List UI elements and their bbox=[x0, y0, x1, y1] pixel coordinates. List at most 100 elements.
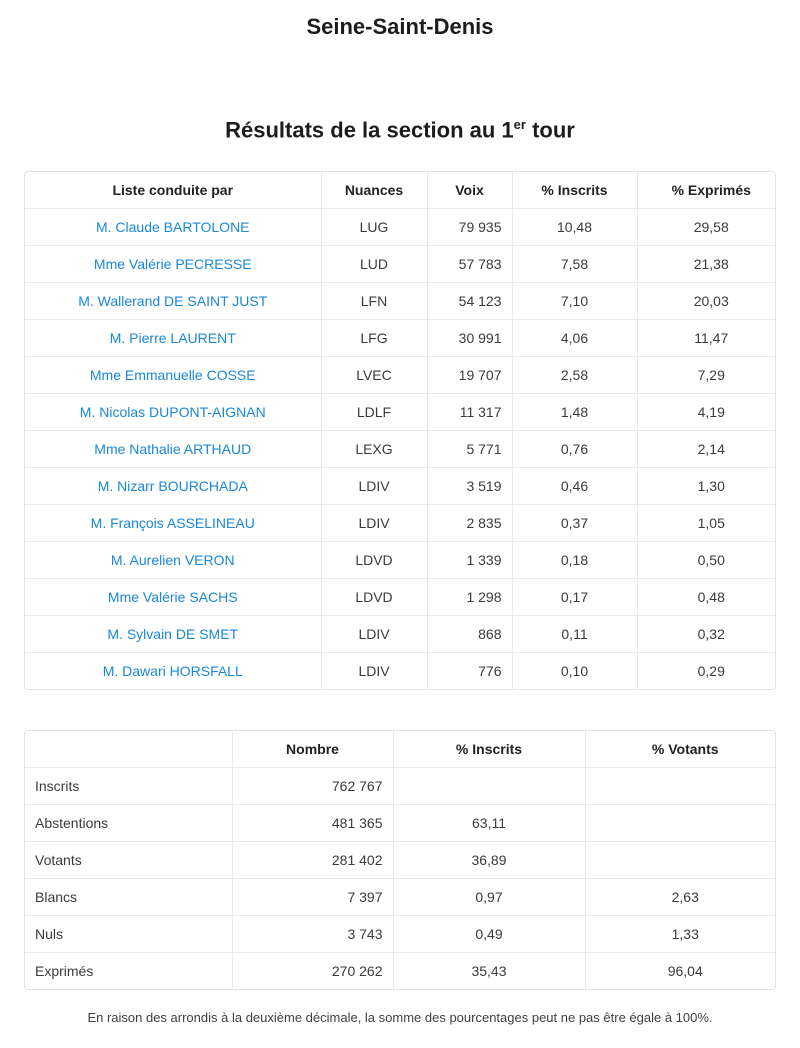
summary-label-cell: Blancs bbox=[25, 878, 233, 917]
nuance-cell: LEXG bbox=[321, 430, 428, 469]
column-header-pct-inscrits: % Inscrits bbox=[393, 731, 586, 769]
table-row: Blancs 7 397 0,97 2,63 bbox=[25, 878, 775, 917]
candidate-link[interactable]: M. Dawari HORSFALL bbox=[102, 663, 243, 680]
candidate-link[interactable]: M. Claude BARTOLONE bbox=[95, 219, 250, 236]
candidate-link[interactable]: Mme Emmanuelle COSSE bbox=[89, 367, 256, 384]
pct-exprimes-cell: 21,38 bbox=[637, 245, 775, 284]
summary-label-cell: Votants bbox=[25, 841, 233, 880]
candidate-cell: M. Claude BARTOLONE bbox=[25, 208, 322, 247]
pct-exprimes-cell: 2,14 bbox=[637, 430, 775, 469]
pct-exprimes-cell: 1,05 bbox=[637, 504, 775, 543]
pct-exprimes-cell: 11,47 bbox=[637, 319, 775, 358]
pct-exprimes-cell: 0,48 bbox=[637, 578, 775, 617]
table-row: M. Aurelien VERON LDVD 1 339 0,18 0,50 bbox=[25, 541, 775, 580]
pct-votants-cell bbox=[585, 767, 775, 806]
table-row: Mme Nathalie ARTHAUD LEXG 5 771 0,76 2,1… bbox=[25, 430, 775, 469]
candidate-link[interactable]: Mme Valérie PECRESSE bbox=[93, 256, 252, 273]
pct-inscrits-cell: 10,48 bbox=[512, 208, 638, 247]
pct-exprimes-cell: 1,30 bbox=[637, 467, 775, 506]
nombre-cell: 281 402 bbox=[232, 841, 394, 880]
pct-inscrits-cell: 0,18 bbox=[512, 541, 638, 580]
section-title-suffix: tour bbox=[525, 117, 575, 143]
pct-votants-cell bbox=[585, 804, 775, 843]
voix-cell: 30 991 bbox=[427, 319, 513, 358]
section-title-superscript: er bbox=[513, 117, 526, 132]
pct-votants-cell bbox=[585, 841, 775, 880]
pct-inscrits-cell: 63,11 bbox=[393, 804, 586, 843]
table-row: M. Wallerand DE SAINT JUST LFN 54 123 7,… bbox=[25, 282, 775, 321]
column-header-pct-exprimes: % Exprimés bbox=[637, 172, 775, 210]
pct-inscrits-cell: 7,58 bbox=[512, 245, 638, 284]
column-header-pct-votants: % Votants bbox=[585, 731, 775, 769]
candidate-link[interactable]: Mme Valérie SACHS bbox=[107, 589, 238, 606]
pct-exprimes-cell: 0,50 bbox=[637, 541, 775, 580]
pct-inscrits-cell: 1,48 bbox=[512, 393, 638, 432]
candidate-cell: Mme Emmanuelle COSSE bbox=[25, 356, 322, 395]
table-row: Inscrits 762 767 bbox=[25, 767, 775, 806]
summary-header-row: Nombre % Inscrits % Votants bbox=[25, 731, 775, 769]
candidate-cell: M. Dawari HORSFALL bbox=[25, 652, 322, 690]
nuance-cell: LUD bbox=[321, 245, 428, 284]
table-row: Mme Valérie PECRESSE LUD 57 783 7,58 21,… bbox=[25, 245, 775, 284]
nuance-cell: LDVD bbox=[321, 578, 428, 617]
candidate-link[interactable]: M. Wallerand DE SAINT JUST bbox=[78, 293, 268, 310]
nuance-cell: LDIV bbox=[321, 652, 428, 690]
table-row: M. Nizarr BOURCHADA LDIV 3 519 0,46 1,30 bbox=[25, 467, 775, 506]
candidate-link[interactable]: M. Nizarr BOURCHADA bbox=[97, 478, 248, 495]
column-header-empty bbox=[25, 731, 233, 769]
table-row: M. Pierre LAURENT LFG 30 991 4,06 11,47 bbox=[25, 319, 775, 358]
voix-cell: 5 771 bbox=[427, 430, 513, 469]
pct-inscrits-cell bbox=[393, 767, 586, 806]
summary-label-cell: Abstentions bbox=[25, 804, 233, 843]
column-header-voix: Voix bbox=[427, 172, 513, 210]
candidate-link[interactable]: M. Sylvain DE SMET bbox=[107, 626, 239, 643]
candidate-link[interactable]: M. Nicolas DUPONT-AIGNAN bbox=[79, 404, 266, 421]
table-row: Mme Valérie SACHS LDVD 1 298 0,17 0,48 bbox=[25, 578, 775, 617]
nuance-cell: LDIV bbox=[321, 504, 428, 543]
voix-cell: 3 519 bbox=[427, 467, 513, 506]
table-row: M. Sylvain DE SMET LDIV 868 0,11 0,32 bbox=[25, 615, 775, 654]
pct-inscrits-cell: 0,11 bbox=[512, 615, 638, 654]
candidate-link[interactable]: M. Pierre LAURENT bbox=[109, 330, 236, 347]
table-row: Exprimés 270 262 35,43 96,04 bbox=[25, 952, 775, 990]
pct-exprimes-cell: 0,32 bbox=[637, 615, 775, 654]
voix-cell: 868 bbox=[427, 615, 513, 654]
table-row: M. Claude BARTOLONE LUG 79 935 10,48 29,… bbox=[25, 208, 775, 247]
nuance-cell: LDIV bbox=[321, 467, 428, 506]
rounding-footnote: En raison des arrondis à la deuxième déc… bbox=[87, 1010, 713, 1026]
candidate-link[interactable]: M. Aurelien VERON bbox=[110, 552, 235, 569]
results-header-row: Liste conduite par Nuances Voix % Inscri… bbox=[25, 172, 775, 210]
nuance-cell: LVEC bbox=[321, 356, 428, 395]
candidate-cell: M. Sylvain DE SMET bbox=[25, 615, 322, 654]
table-row: M. Dawari HORSFALL LDIV 776 0,10 0,29 bbox=[25, 652, 775, 690]
column-header-pct-inscrits: % Inscrits bbox=[512, 172, 638, 210]
summary-label-cell: Nuls bbox=[25, 915, 233, 954]
candidate-cell: M. Nizarr BOURCHADA bbox=[25, 467, 322, 506]
voix-cell: 11 317 bbox=[427, 393, 513, 432]
candidate-link[interactable]: Mme Nathalie ARTHAUD bbox=[94, 441, 252, 458]
section-title-prefix: Résultats de la section au 1 bbox=[225, 117, 514, 143]
pct-exprimes-cell: 29,58 bbox=[637, 208, 775, 247]
pct-inscrits-cell: 2,58 bbox=[512, 356, 638, 395]
candidate-link[interactable]: M. François ASSELINEAU bbox=[90, 515, 255, 532]
table-row: Nuls 3 743 0,49 1,33 bbox=[25, 915, 775, 954]
candidate-cell: M. Nicolas DUPONT-AIGNAN bbox=[25, 393, 322, 432]
column-header-nombre: Nombre bbox=[232, 731, 394, 769]
pct-inscrits-cell: 7,10 bbox=[512, 282, 638, 321]
pct-exprimes-cell: 20,03 bbox=[637, 282, 775, 321]
nuance-cell: LFG bbox=[321, 319, 428, 358]
table-row: M. François ASSELINEAU LDIV 2 835 0,37 1… bbox=[25, 504, 775, 543]
pct-votants-cell: 1,33 bbox=[585, 915, 775, 954]
voix-cell: 776 bbox=[427, 652, 513, 690]
pct-inscrits-cell: 0,17 bbox=[512, 578, 638, 617]
nombre-cell: 762 767 bbox=[232, 767, 394, 806]
voix-cell: 79 935 bbox=[427, 208, 513, 247]
candidate-cell: M. Pierre LAURENT bbox=[25, 319, 322, 358]
pct-exprimes-cell: 7,29 bbox=[637, 356, 775, 395]
nombre-cell: 270 262 bbox=[232, 952, 394, 990]
voix-cell: 19 707 bbox=[427, 356, 513, 395]
section-title: Résultats de la section au 1er tour bbox=[0, 40, 800, 143]
pct-exprimes-cell: 4,19 bbox=[637, 393, 775, 432]
summary-table: Nombre % Inscrits % Votants Inscrits 762… bbox=[25, 731, 775, 990]
candidate-cell: Mme Valérie PECRESSE bbox=[25, 245, 322, 284]
